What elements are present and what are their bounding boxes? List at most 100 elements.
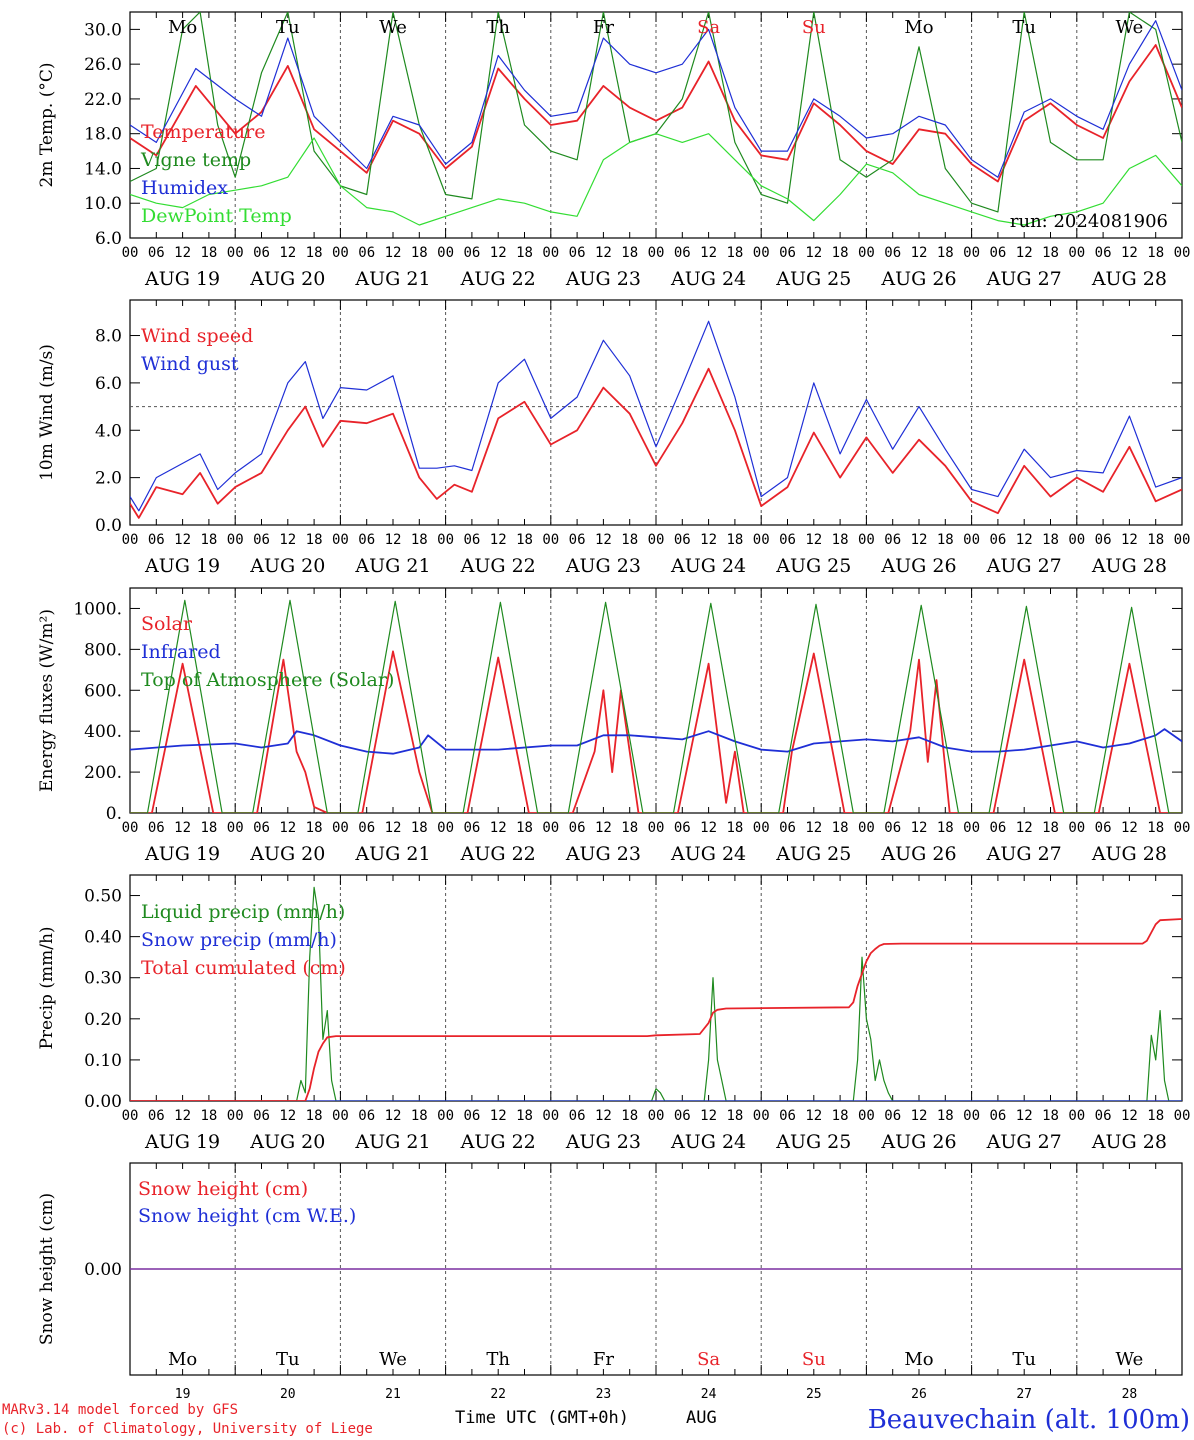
x-tick-label: 06	[569, 532, 586, 548]
day-number: 27	[1016, 1387, 1032, 1402]
day-label: AUG 21	[354, 555, 430, 577]
legend-entry: Snow precip (mm/h)	[141, 929, 337, 951]
y-tick-label: 1000.	[73, 599, 122, 619]
x-tick-label: 00	[122, 245, 139, 261]
x-tick-label: 18	[832, 245, 849, 261]
x-tick-label: 00	[437, 820, 454, 836]
x-tick-label: 06	[989, 1108, 1006, 1124]
day-label: AUG 19	[144, 555, 220, 577]
day-label: AUG 28	[1091, 1131, 1167, 1153]
credit-line-1: MARv3.14 model forced by GFS	[2, 1402, 238, 1418]
x-tick-label: 06	[463, 820, 480, 836]
x-tick-label: 18	[306, 1108, 323, 1124]
x-tick-label: 18	[516, 532, 533, 548]
x-tick-label: 00	[858, 532, 875, 548]
day-name: Tu	[276, 1349, 300, 1370]
x-tick-label: 12	[490, 532, 507, 548]
day-name: Th	[486, 1349, 510, 1370]
x-tick-label: 18	[937, 245, 954, 261]
day-label: AUG 24	[670, 268, 746, 290]
x-tick-label: 12	[700, 1108, 717, 1124]
day-label: AUG 19	[144, 1131, 220, 1153]
y-tick-label: 6.0	[95, 374, 122, 394]
day-label: AUG 28	[1091, 555, 1167, 577]
x-tick-label: 12	[385, 820, 402, 836]
x-tick-label: 06	[1095, 532, 1112, 548]
day-number: 22	[490, 1387, 506, 1402]
x-tick-label: 00	[753, 245, 770, 261]
day-number: 20	[280, 1387, 296, 1402]
legend-entry: Snow height (cm W.E.)	[138, 1205, 356, 1227]
x-tick-label: 06	[674, 532, 691, 548]
legend-entry: Solar	[141, 613, 193, 635]
x-tick-label: 18	[832, 820, 849, 836]
day-label: AUG 27	[986, 268, 1062, 290]
panel-5: 0.00 Snow height (cm) Snow height (cm) Snow…	[37, 1162, 1183, 1402]
x-tick-label: 00	[1068, 1108, 1085, 1124]
y-axis-label: 2m Temp. (°C)	[37, 62, 57, 187]
series-group	[130, 886, 1182, 1101]
x-tick-label: 12	[1016, 245, 1033, 261]
day-label: AUG 24	[670, 843, 746, 865]
x-tick-label: 00	[332, 820, 349, 836]
x-tick-label: 00	[437, 532, 454, 548]
x-tick-label: 00	[332, 245, 349, 261]
run-annotation: run: 2024081906	[1010, 211, 1168, 232]
day-label: AUG 23	[565, 1131, 641, 1153]
y-tick-label: 14.0	[84, 159, 122, 179]
day-name: Tu	[276, 17, 300, 38]
x-tick-label: 00	[753, 532, 770, 548]
x-tick-label: 00	[1068, 532, 1085, 548]
day-label: AUG 22	[460, 555, 536, 577]
y-tick-label: 2.0	[95, 469, 122, 489]
y-tick-label: 0.10	[84, 1051, 122, 1071]
x-tick-label: 12	[174, 820, 191, 836]
series-line-total-cumulated-cm	[130, 918, 1182, 1101]
x-tick-label: 00	[753, 1108, 770, 1124]
x-tick-label: 06	[358, 532, 375, 548]
day-name: Sa	[697, 1349, 720, 1370]
x-tick-label: 18	[1147, 245, 1164, 261]
x-tick-label: 00	[1068, 820, 1085, 836]
x-tick-label: 06	[358, 1108, 375, 1124]
panel-1: 30.0 26.0 22.0 18.0 14.0 10.0 6.0 2m Temp. (°C)…	[37, 11, 1190, 290]
x-tick-label: 06	[253, 820, 270, 836]
legend-entry: Vigne temp	[140, 149, 251, 171]
x-tick-label: 18	[200, 1108, 217, 1124]
x-tick-label: 18	[411, 820, 428, 836]
x-tick-label: 06	[884, 532, 901, 548]
y-tick-label: 200.	[84, 763, 122, 783]
x-tick-label: 00	[122, 820, 139, 836]
x-tick-label: 06	[463, 245, 480, 261]
x-tick-label: 00	[542, 245, 559, 261]
station-title: Beauvechain (alt. 100m)	[868, 1405, 1190, 1435]
x-tick-label: 18	[411, 1108, 428, 1124]
day-label: AUG 24	[670, 1131, 746, 1153]
x-tick-label: 12	[279, 245, 296, 261]
x-tick-label: 12	[174, 245, 191, 261]
day-name: Mo	[168, 17, 197, 38]
day-label: AUG 26	[880, 555, 956, 577]
day-name: Su	[802, 17, 826, 38]
series-group	[130, 320, 1182, 519]
x-tick-label: 18	[1042, 532, 1059, 548]
x-tick-label: 12	[1121, 532, 1138, 548]
x-tick-label: 18	[516, 245, 533, 261]
series-line-wind-speed	[130, 367, 1182, 519]
day-name: Th	[486, 17, 510, 38]
day-name: Mo	[168, 1349, 197, 1370]
x-tick-label: 12	[1016, 532, 1033, 548]
x-tick-label: 06	[569, 820, 586, 836]
x-tick-label: 18	[200, 245, 217, 261]
x-tick-label: 12	[174, 532, 191, 548]
x-tick-label: 06	[358, 245, 375, 261]
day-name: Fr	[593, 17, 614, 38]
x-tick-label: 00	[227, 532, 244, 548]
day-label: AUG 19	[144, 268, 220, 290]
x-tick-label: 00	[437, 245, 454, 261]
y-tick-label: 0.00	[84, 1260, 122, 1280]
x-tick-label: 18	[200, 532, 217, 548]
panel-frame	[129, 299, 1183, 526]
x-tick-label: 06	[989, 820, 1006, 836]
